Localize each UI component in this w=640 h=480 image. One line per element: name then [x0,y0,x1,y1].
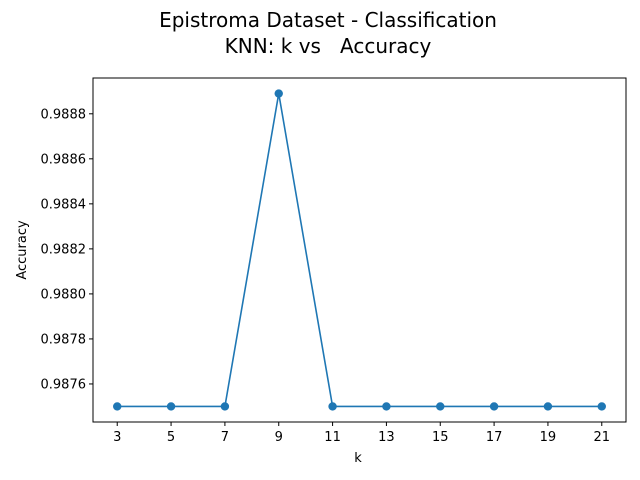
data-point [220,402,230,411]
x-axis-label: k [354,451,362,466]
y-tick-label: 0.9880 [41,287,87,302]
x-tick-label: 19 [540,430,557,445]
data-point [382,402,391,411]
y-tick-label: 0.9888 [41,107,87,122]
axes-frame [92,77,627,423]
x-tick-label: 5 [167,430,175,445]
y-tick-label: 0.9882 [41,242,87,257]
data-point [436,402,445,411]
y-axis-label: Accuracy [15,220,30,280]
x-tick-label: 7 [221,430,229,445]
y-tick-label: 0.9886 [41,152,87,167]
data-point [166,402,176,411]
y-ticks: 0.9876 0.9878 0.9880 0.9882 0.9884 0.9886 0.98… [41,107,93,392]
data-point [328,402,337,411]
x-tick-label: 15 [432,430,449,445]
data-point [113,402,122,411]
y-tick-label: 0.9876 [41,377,87,392]
x-tick-label: 9 [275,430,283,445]
x-ticks: 3 5 7 9 11 13 15 17 19 21 [113,422,610,445]
data-point [274,89,283,98]
x-tick-label: 17 [486,430,503,445]
x-tick-label: 3 [113,430,121,445]
x-tick-label: 21 [593,430,610,445]
y-tick-label: 0.9878 [41,332,87,347]
y-tick-label: 0.9884 [41,197,87,212]
data-point [543,402,553,411]
chart-title: Epistroma Dataset - Classification KNN: … [159,8,497,58]
x-tick-label: 13 [378,430,395,445]
plot-area [92,77,627,423]
x-tick-label: 11 [324,430,341,445]
data-point [597,402,606,411]
data-point [489,402,499,411]
series-line [117,92,602,408]
